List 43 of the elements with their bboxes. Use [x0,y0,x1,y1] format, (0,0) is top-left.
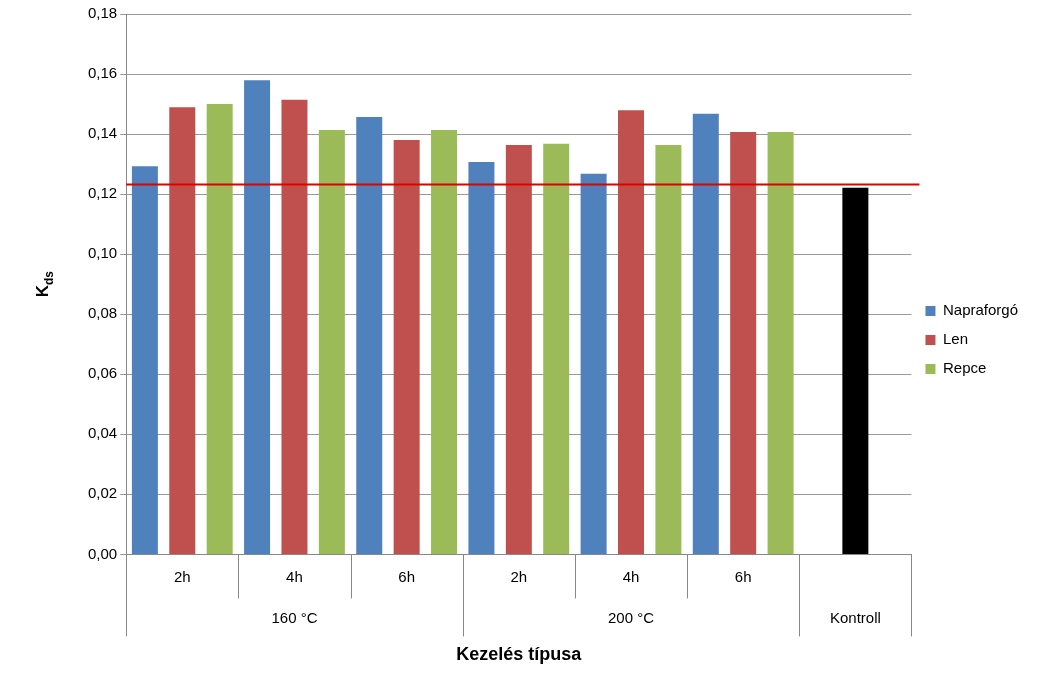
bar [244,80,271,554]
y-tick-label: 0,16 [87,64,118,82]
y-tick-label: 0,08 [87,304,118,322]
text: 160 °C [271,608,318,626]
y-axis-title: Kds [33,270,57,298]
bar [505,144,532,554]
x-axis-title: Kezelés típusa [456,644,583,665]
bar [318,129,345,554]
x-tick-label: 4h [286,567,303,585]
bar [393,140,420,554]
x-tick-label: 4h [622,567,640,585]
x-tick-label: 6h [734,567,752,585]
y-tick-label: 0,04 [87,424,118,442]
bar [692,113,719,554]
bar [206,104,233,554]
bar [842,187,869,554]
y-tick-label: 0,10 [87,244,118,262]
y-tick-label: 0,14 [87,124,118,142]
legend-label: Napraforgó [942,301,1018,319]
bar [618,110,645,554]
bar [767,131,794,554]
bar [281,99,308,554]
x-tick-label: 2h [510,567,528,585]
legend-label: Len [942,330,968,348]
y-tick-label: 0,02 [87,484,118,502]
y-tick-label: 0,00 [87,544,118,562]
bar [131,166,158,554]
bar [169,107,196,554]
y-tick-label: 0,06 [87,364,118,382]
bar [580,173,607,554]
y-tick-label: 0,12 [87,184,118,202]
x-tick-label: 6h [398,567,415,585]
y-tick-label: 0,18 [87,4,118,22]
text: 200 °C [607,608,655,626]
text: Kontroll [829,608,881,626]
bar [431,129,458,554]
legend-label: Repce [942,359,987,377]
bar [543,143,570,554]
bar [356,116,383,554]
x-tick-label: 2h [173,567,191,585]
bar [730,131,757,554]
bar [468,162,495,554]
bar [655,144,682,554]
